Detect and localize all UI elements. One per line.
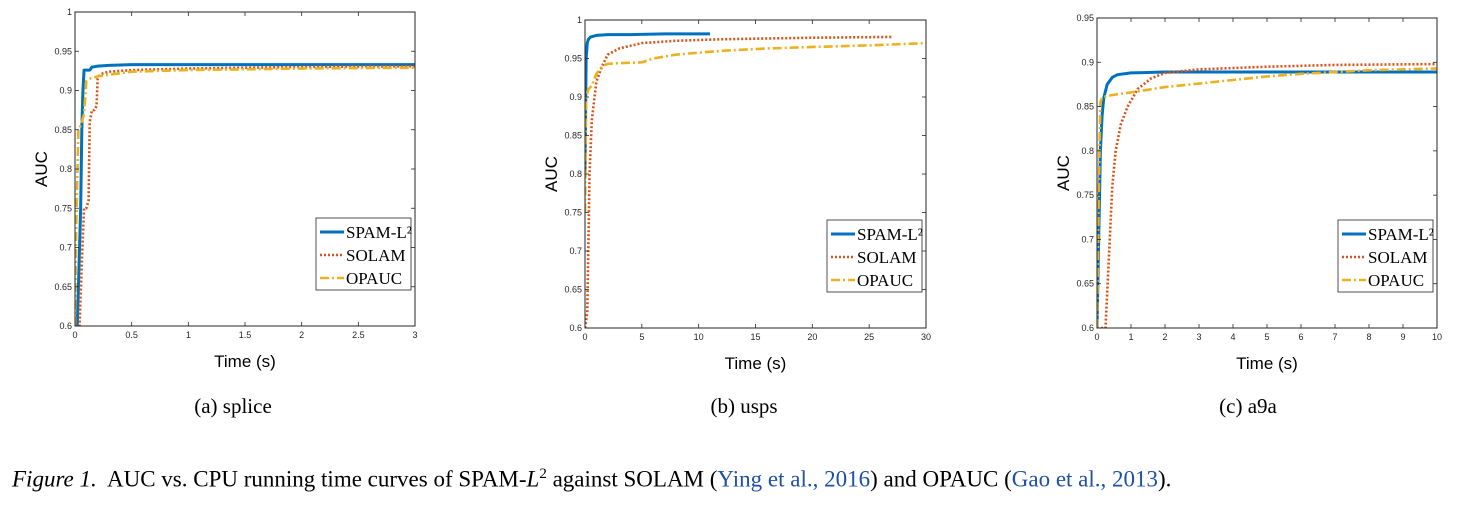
y-tick-label: 0.65 — [1076, 279, 1094, 289]
x-axis-label: Time (s) — [214, 352, 276, 371]
x-tick-label: 5 — [1264, 332, 1269, 342]
y-tick-label: 0.85 — [564, 131, 582, 141]
y-tick-label: 0.6 — [1081, 323, 1094, 333]
y-tick-label: 1 — [67, 7, 72, 17]
x-tick-label: 3 — [1196, 332, 1201, 342]
x-tick-label: 15 — [750, 332, 760, 342]
series-line-dotted — [585, 35, 892, 328]
legend: SPAM-L² SOLAM OPAUC — [1337, 219, 1434, 293]
caption-text-3: ) and OPAUC ( — [870, 466, 1012, 492]
x-tick-label: 25 — [864, 332, 874, 342]
legend-label: OPAUC — [857, 271, 913, 290]
y-axis-label: AUC — [32, 151, 51, 187]
y-tick-label: 0.6 — [569, 323, 582, 333]
legend-label: SPAM-L² — [857, 225, 923, 244]
y-tick-label: 1 — [577, 15, 582, 25]
chart-panel-1: 0 0.5 1 1.5 2 2.5 3 0.6 0.65 0.7 0.75 0.8 0.85 0.9 0.9… — [32, 7, 418, 418]
legend-label: SOLAM — [1368, 248, 1428, 267]
series-line-solid — [585, 32, 711, 175]
y-tick-label: 0.65 — [564, 285, 582, 295]
legend-box — [315, 217, 412, 291]
x-tick-label: 2.5 — [352, 330, 365, 340]
y-tick-label: 0.9 — [569, 92, 582, 102]
x-tick-label: 1 — [186, 330, 191, 340]
x-axis-label: Time (s) — [1236, 354, 1298, 373]
x-tick-label: 3 — [412, 330, 417, 340]
chart-panel-2: 0 5 10 15 20 25 30 0.6 0.65 0.7 0.75 0.8 0.85 0.9 0.95… — [542, 15, 931, 418]
y-tick-label: 0.75 — [54, 203, 72, 213]
caption-superscript: 2 — [539, 466, 547, 482]
x-tick-label: 1.5 — [239, 330, 252, 340]
x-tick-label: 7 — [1332, 332, 1337, 342]
series-line-dotted — [75, 64, 415, 326]
series-line-dashdot — [1097, 67, 1437, 328]
x-tick-label: 0.5 — [125, 330, 138, 340]
x-tick-label: 30 — [921, 332, 931, 342]
caption-text-1: AUC vs. CPU running time curves of SPAM- — [106, 466, 527, 492]
y-tick-label: 0.7 — [569, 246, 582, 256]
y-tick-label: 0.8 — [569, 169, 582, 179]
y-tick-label: 0.7 — [59, 243, 72, 253]
x-tick-label: 5 — [639, 332, 644, 342]
y-tick-label: 0.85 — [1076, 102, 1094, 112]
y-tick-label: 0.75 — [564, 208, 582, 218]
x-tick-label: 10 — [1432, 332, 1442, 342]
subcaption: (a) splice — [194, 394, 272, 418]
y-tick-label: 0.9 — [59, 86, 72, 96]
legend-label: SOLAM — [346, 246, 406, 265]
y-tick-label: 0.85 — [54, 125, 72, 135]
citation-gao-2013[interactable]: Gao et al., 2013 — [1011, 466, 1159, 492]
legend-label: SPAM-L² — [346, 223, 412, 242]
caption-math: L — [526, 466, 540, 492]
x-tick-label: 8 — [1366, 332, 1371, 342]
x-tick-label: 9 — [1400, 332, 1405, 342]
legend-box — [1337, 219, 1434, 293]
x-tick-label: 2 — [299, 330, 304, 340]
y-axis-label: AUC — [1054, 155, 1073, 191]
series-line-dashdot — [585, 41, 926, 213]
x-tick-label: 0 — [1094, 332, 1099, 342]
x-tick-label: 1 — [1128, 332, 1133, 342]
subcaption: (b) usps — [710, 394, 777, 418]
y-tick-label: 0.95 — [564, 54, 582, 64]
series-line-solid — [75, 63, 415, 326]
legend-label: SPAM-L² — [1368, 225, 1434, 244]
subcaption: (c) a9a — [1219, 394, 1277, 418]
legend-label: SOLAM — [857, 248, 917, 267]
citation-ying-2016[interactable]: Ying et al., 2016 — [717, 466, 871, 492]
figure-caption: Figure 1. AUC vs. CPU running time curve… — [12, 466, 1171, 493]
legend: SPAM-L² SOLAM OPAUC — [826, 219, 923, 293]
x-tick-label: 4 — [1230, 332, 1235, 342]
y-tick-label: 0.65 — [54, 282, 72, 292]
y-tick-label: 0.6 — [59, 321, 72, 331]
x-tick-label: 20 — [807, 332, 817, 342]
x-tick-label: 0 — [72, 330, 77, 340]
chart-panel-3: 0 1 2 3 4 5 6 7 8 9 10 0.6 0.65 0.7 0.75 0.8 0.85 0.9 0.95… — [1054, 13, 1442, 418]
y-tick-label: 0.95 — [54, 46, 72, 56]
y-tick-label: 0.9 — [1081, 57, 1094, 67]
y-tick-label: 0.75 — [1076, 190, 1094, 200]
x-tick-label: 10 — [694, 332, 704, 342]
legend-label: OPAUC — [346, 269, 402, 288]
caption-text-4: ). — [1158, 466, 1172, 492]
y-tick-label: 0.7 — [1081, 234, 1094, 244]
series-line-dashdot — [75, 66, 415, 326]
y-tick-label: 0.8 — [1081, 146, 1094, 156]
x-tick-label: 0 — [582, 332, 587, 342]
x-tick-label: 6 — [1298, 332, 1303, 342]
x-axis-label: Time (s) — [725, 354, 787, 373]
y-tick-label: 0.8 — [59, 164, 72, 174]
legend-box — [826, 219, 923, 293]
y-axis-label: AUC — [542, 156, 561, 192]
x-tick-label: 2 — [1162, 332, 1167, 342]
legend: SPAM-L² SOLAM OPAUC — [315, 217, 412, 291]
caption-text-2: against SOLAM ( — [546, 466, 718, 492]
y-tick-label: 0.95 — [1076, 13, 1094, 23]
figure-label: Figure 1. — [12, 466, 97, 492]
legend-label: OPAUC — [1368, 271, 1424, 290]
